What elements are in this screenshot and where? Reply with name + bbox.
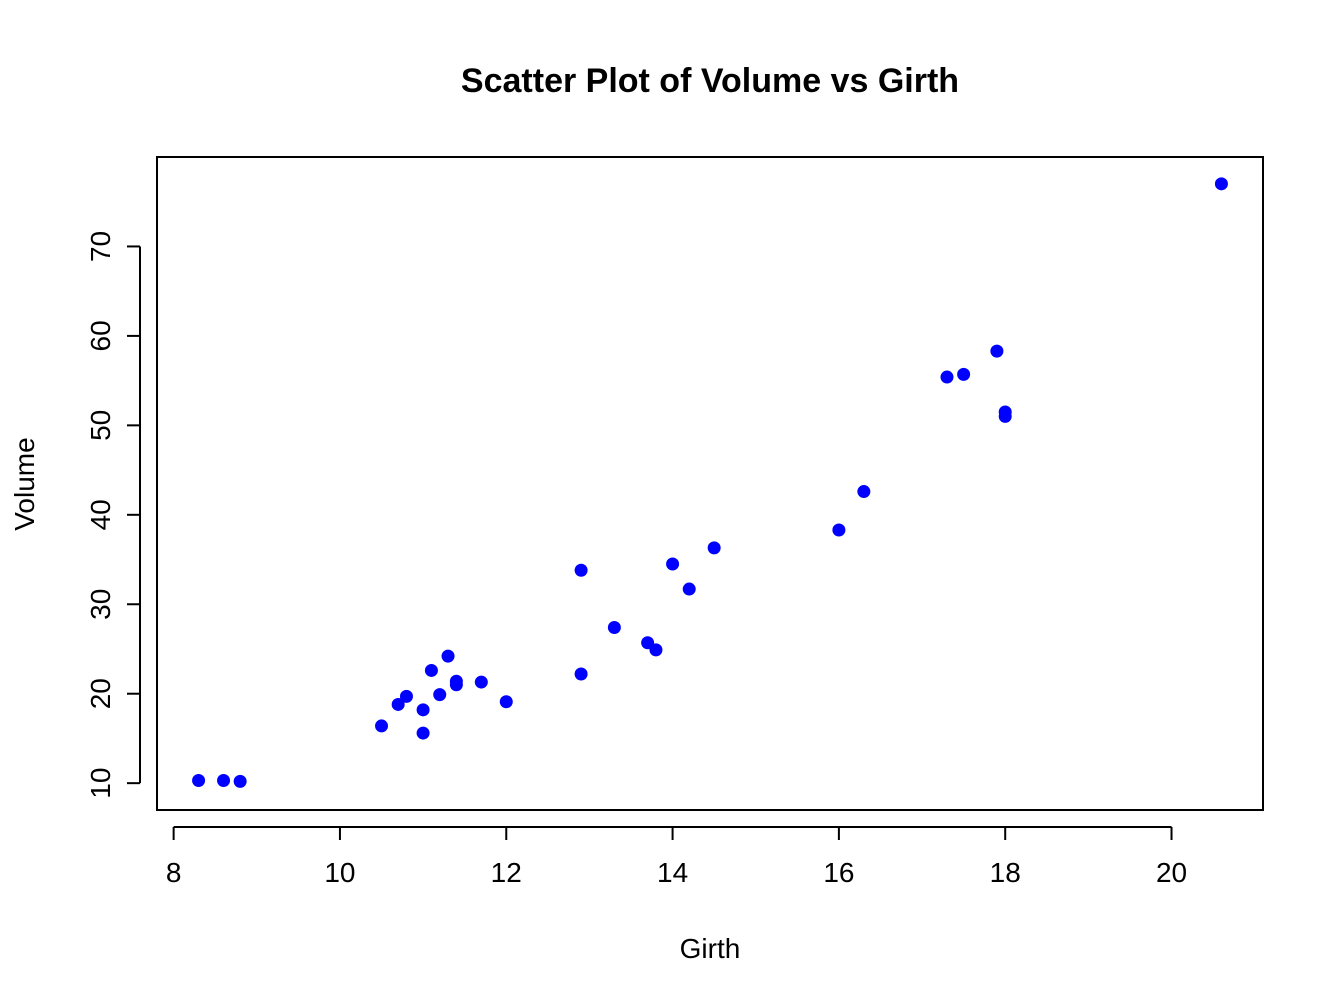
data-point (217, 773, 231, 787)
data-point (449, 674, 463, 688)
data-point (957, 367, 971, 381)
data-point (399, 689, 413, 703)
data-point (391, 697, 405, 711)
data-point (433, 688, 447, 702)
data-point (649, 643, 663, 657)
y-tick-label: 30 (85, 589, 116, 620)
data-point (416, 703, 430, 717)
y-tick-label: 10 (85, 768, 116, 799)
y-axis: 10 20 30 40 50 60 70 (85, 231, 141, 799)
x-tick-label: 8 (166, 857, 182, 888)
y-tick-label: 50 (85, 410, 116, 441)
plot-area-frame (156, 156, 1264, 811)
data-point (682, 582, 696, 596)
data-point (607, 621, 621, 635)
data-point (416, 726, 430, 740)
data-point (499, 695, 513, 709)
data-point (990, 344, 1004, 358)
x-tick-label: 16 (823, 857, 854, 888)
data-points (192, 177, 1228, 788)
data-point (375, 719, 389, 733)
y-tick-label: 60 (85, 320, 116, 351)
data-point (832, 523, 846, 537)
data-point (998, 409, 1012, 423)
data-point (1214, 177, 1228, 191)
chart-title: Scatter Plot of Volume vs Girth (461, 62, 959, 100)
x-axis: 8 10 12 14 16 18 20 (166, 826, 1187, 888)
data-point (857, 485, 871, 499)
data-point (441, 649, 455, 663)
x-axis-label: Girth (680, 933, 741, 964)
data-point (574, 563, 588, 577)
data-point (574, 667, 588, 681)
data-point (474, 675, 488, 689)
data-point (666, 557, 680, 571)
y-axis-label: Volume (9, 437, 40, 530)
data-point (192, 773, 206, 787)
x-tick-label: 12 (491, 857, 522, 888)
x-tick-label: 18 (990, 857, 1021, 888)
data-point (940, 370, 954, 384)
x-tick-label: 10 (324, 857, 355, 888)
x-tick-label: 14 (657, 857, 688, 888)
x-tick-label: 20 (1156, 857, 1187, 888)
data-point (424, 663, 438, 677)
data-point (233, 774, 247, 788)
data-point (707, 541, 721, 555)
y-tick-label: 20 (85, 678, 116, 709)
y-tick-label: 40 (85, 499, 116, 530)
y-tick-label: 70 (85, 231, 116, 262)
